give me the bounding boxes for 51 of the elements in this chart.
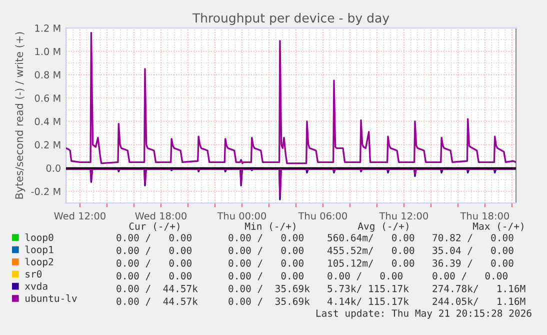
legend-label: ubuntu-lv [26,294,77,302]
x-tick-label: Thu 12:00 [379,212,428,220]
text: 0.00 / 0.00 [228,234,304,242]
text: 0.00 / 0.00 [116,246,192,255]
y-tick-label: 0.2 M [34,141,60,148]
text: Last update: Thu May 21 20:15:28 2026 [316,309,532,319]
text: 0.00 / 44.57k [116,297,198,306]
text: 0.00 / 44.57k [116,284,198,293]
x-tick-label: Wed 18:00 [135,212,186,220]
text: 0.00 / 35.69k [228,297,310,306]
text: 274.78k/ 1.16M [432,284,526,293]
x-tick-label: Thu 00:00 [217,212,266,220]
y-tick-label: 0.6 M [34,94,60,102]
text: 0.00 / 0.00 [116,259,192,268]
legend-label: sr0 [26,270,42,278]
text: 0.00 / 0.00 [228,246,304,255]
x-tick-label: Thu 06:00 [298,212,347,220]
text: 105.12m/ 0.00 [328,259,414,268]
text: 5.73k/ 115.17k [328,284,409,293]
text: 35.04 / 0.00 [432,246,514,255]
text: 70.82 / 0.00 [432,234,514,242]
chart-title: Throughput per device - by day [192,12,390,26]
x-tick-label: Wed 12:00 [54,212,106,220]
y-tick-label: 0.4 M [34,118,60,126]
text: 455.52m/ 0.00 [327,246,414,255]
legend-label: loop1 [25,246,54,256]
legend-label: loop2 [25,258,54,268]
text: 244.05k/ 1.16M [432,297,526,306]
text: 560.64m/ 0.00 [328,234,414,242]
text: 0.00 / 0.00 [116,272,192,280]
legend-label: loop0 [25,234,54,243]
text: 0.00 / 0.00 [228,272,304,280]
y-tick-label: 1.2 M [35,24,60,32]
y-tick-label: 1.0 M [35,48,60,56]
text: Min (-/+) [245,222,296,231]
text: 0.00 / 0.00 [432,272,508,280]
text: 0.00 / 35.69k [228,284,310,293]
legend-label: xvda [25,282,48,290]
text: 4.14k/ 115.17k [327,297,409,306]
text: 36.39 / 0.00 [432,259,514,268]
text: 0.00 / 0.00 [328,272,402,280]
text: Avg (-/+) [358,222,408,232]
y-tick-label: 0.0 [46,164,60,172]
x-tick-label: Thu 18:00 [460,212,509,220]
text: Cur (-/+) [129,222,180,231]
text: Max (-/+) [473,222,524,231]
text: 0.00 / 0.00 [228,259,304,268]
text: 0.00 / 0.00 [116,234,192,242]
y-tick-label: -0.2 M [31,188,60,196]
y-tick-label: 0.8 M [34,71,60,78]
y-axis-title: Bytes/second read (-) / write (+) [15,32,26,199]
